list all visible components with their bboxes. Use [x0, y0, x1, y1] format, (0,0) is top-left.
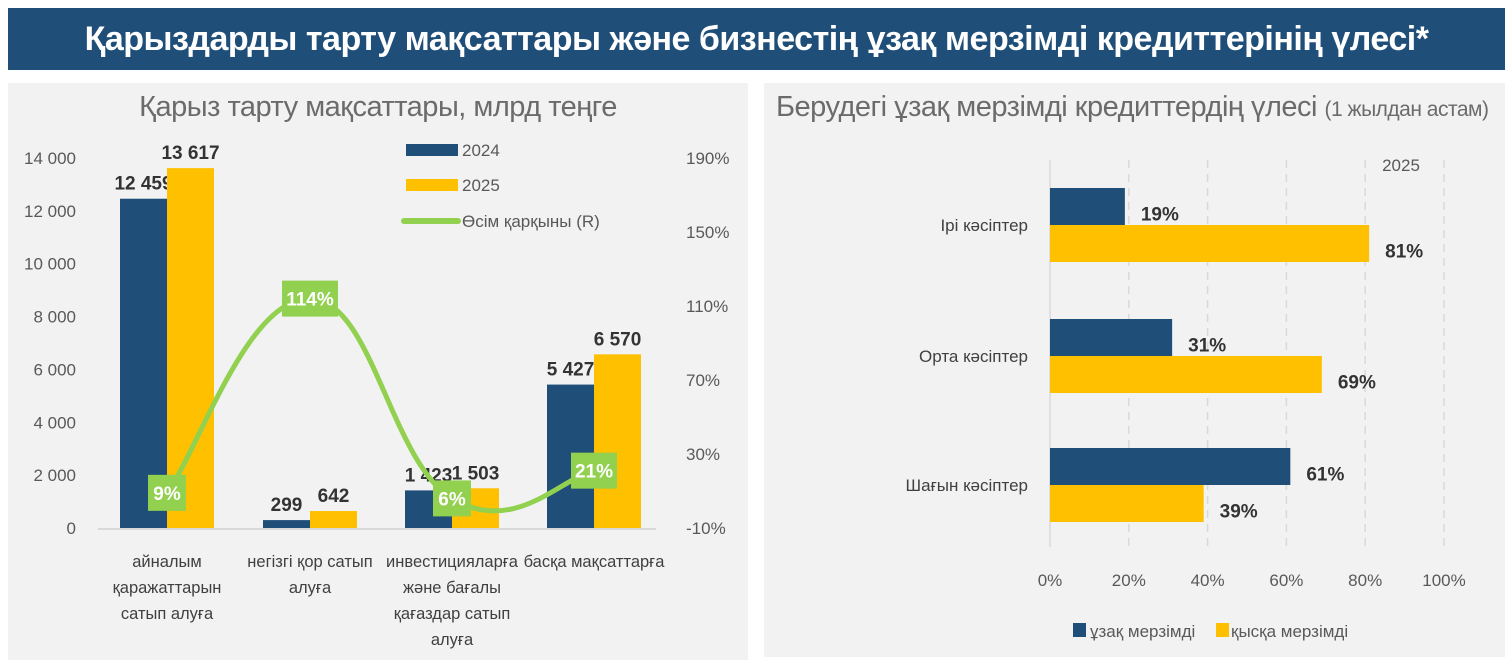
chart-subtitle: (1 жылдан астам) — [1324, 98, 1489, 121]
year-annotation: 2025 — [1382, 156, 1420, 175]
bar-2024-0 — [120, 198, 167, 528]
bar-value-label: 19% — [1141, 205, 1179, 226]
long-term-share-chart-title: Берудегі ұзақ мерзімді кредиттердің үлес… — [776, 91, 1489, 124]
y-right-tick-label: 150% — [686, 223, 729, 242]
bar-2025-0 — [167, 168, 214, 529]
growth-label-box — [571, 452, 617, 489]
y-left-tick-label: 6 000 — [33, 360, 76, 379]
x-tick-label: 0% — [1038, 571, 1063, 590]
bar-long-term-1 — [1050, 319, 1173, 356]
x-tick-label: 20% — [1112, 571, 1146, 590]
category-label: алуға — [431, 631, 474, 649]
bar-long-term-2 — [1050, 448, 1291, 485]
bar-short-term-0 — [1050, 225, 1370, 262]
y-right-tick-label: -10% — [686, 519, 726, 538]
bar-value-label: 81% — [1385, 242, 1423, 263]
legend-swatch-long-term — [1073, 623, 1086, 637]
bar-value-label: 61% — [1306, 465, 1344, 486]
y-left-tick-label: 2 000 — [33, 466, 76, 485]
growth-label-box — [148, 474, 186, 511]
category-label: алуға — [289, 579, 332, 597]
bar-value-label: 39% — [1220, 502, 1258, 523]
x-tick-label: 100% — [1422, 571, 1465, 590]
bar-value-label: 5 427 — [547, 360, 595, 381]
category-label: қағаздар сатып — [394, 605, 511, 623]
bar-2024-1 — [263, 520, 310, 528]
loan-purposes-chart-title: Қарыз тарту мақсаттары, млрд теңге — [139, 91, 617, 123]
y-right-tick-label: 30% — [686, 445, 720, 464]
loan-purposes-panel: Қарыз тарту мақсаттары, млрд теңге 0 2 00… — [8, 83, 748, 660]
category-label: айналым — [132, 553, 202, 571]
y-right-tick-label: 190% — [686, 149, 729, 168]
bar-value-label: 299 — [271, 495, 303, 516]
growth-label: 21% — [575, 462, 613, 483]
long-term-share-chart: 0% 20% 40% 60% 80% 100% 2025 Ірі кәсіптер 19% 81%… — [906, 150, 1466, 641]
y-right-tick-label: 110% — [686, 297, 728, 316]
bar-value-label: 642 — [318, 486, 350, 507]
bar-value-label: 31% — [1188, 336, 1226, 357]
bar-value-label: 1 503 — [452, 463, 500, 484]
y-left-tick-label: 8 000 — [33, 308, 76, 327]
loan-purposes-chart: 0 2 000 4 000 6 000 8 000 10 000 12 000 14 000 -… — [24, 141, 729, 649]
category-label: басқа мақсаттарға — [524, 553, 666, 571]
x-tick-label: 80% — [1348, 571, 1382, 590]
y-left-tick-label: 0 — [67, 519, 76, 538]
page-title: Қарыздарды тарту мақсаттары және бизнест… — [84, 19, 1429, 58]
category-label: инвестицияларға — [386, 553, 519, 571]
growth-label: 114% — [286, 290, 334, 311]
page-header: Қарыздарды тарту мақсаттары және бизнест… — [8, 8, 1505, 70]
legend-swatch-short-term — [1216, 623, 1229, 637]
bar-2025-1 — [310, 511, 357, 528]
category-label: Шағын кәсіптер — [906, 476, 1028, 495]
x-tick-label: 60% — [1269, 571, 1303, 590]
category-label: Орта кәсіптер — [919, 347, 1028, 366]
y-left-tick-label: 10 000 — [24, 255, 76, 274]
y-left-tick-label: 4 000 — [33, 413, 76, 432]
category-label: сатып алуға — [121, 605, 214, 623]
category-label: негізгі қор сатып — [247, 553, 372, 571]
legend-label-2024: 2024 — [462, 141, 500, 160]
category-label: қаражаттарын — [113, 579, 222, 597]
bar-short-term-1 — [1050, 356, 1322, 393]
bar-value-label: 6 570 — [594, 329, 642, 350]
growth-label: 6% — [438, 489, 466, 510]
bar-value-label: 12 459 — [114, 174, 172, 195]
growth-rate-line — [164, 296, 597, 514]
bar-long-term-0 — [1050, 188, 1125, 225]
x-tick-label: 40% — [1191, 571, 1225, 590]
growth-label-box — [282, 280, 338, 317]
growth-label: 9% — [153, 484, 181, 505]
y-left-tick-label: 14 000 — [24, 149, 76, 168]
legend-swatch-2025 — [406, 179, 458, 191]
legend-swatch-2024 — [406, 144, 458, 156]
chart-title-main: Берудегі ұзақ мерзімді кредиттердің үлес… — [776, 91, 1317, 123]
y-right-tick-label: 70% — [686, 371, 720, 390]
legend-label-2025: 2025 — [462, 176, 500, 195]
growth-label-box — [433, 480, 471, 517]
legend-label-long-term: ұзақ мерзімді — [1090, 622, 1195, 641]
annotation-bg — [1376, 150, 1428, 178]
bar-value-label: 69% — [1338, 373, 1376, 394]
bar-short-term-2 — [1050, 485, 1204, 522]
bar-2025-3 — [594, 354, 641, 528]
legend-label-short-term: қысқа мерзімді — [1231, 622, 1348, 641]
long-term-share-panel: Берудегі ұзақ мерзімді кредиттердің үлес… — [764, 83, 1505, 657]
legend-label-growth: Өсім қарқыны (R) — [462, 212, 600, 231]
bar-value-label: 13 617 — [161, 143, 219, 164]
y-left-tick-label: 12 000 — [24, 202, 76, 221]
category-label: және бағалы — [403, 579, 501, 597]
category-label: Ірі кәсіптер — [940, 216, 1028, 235]
